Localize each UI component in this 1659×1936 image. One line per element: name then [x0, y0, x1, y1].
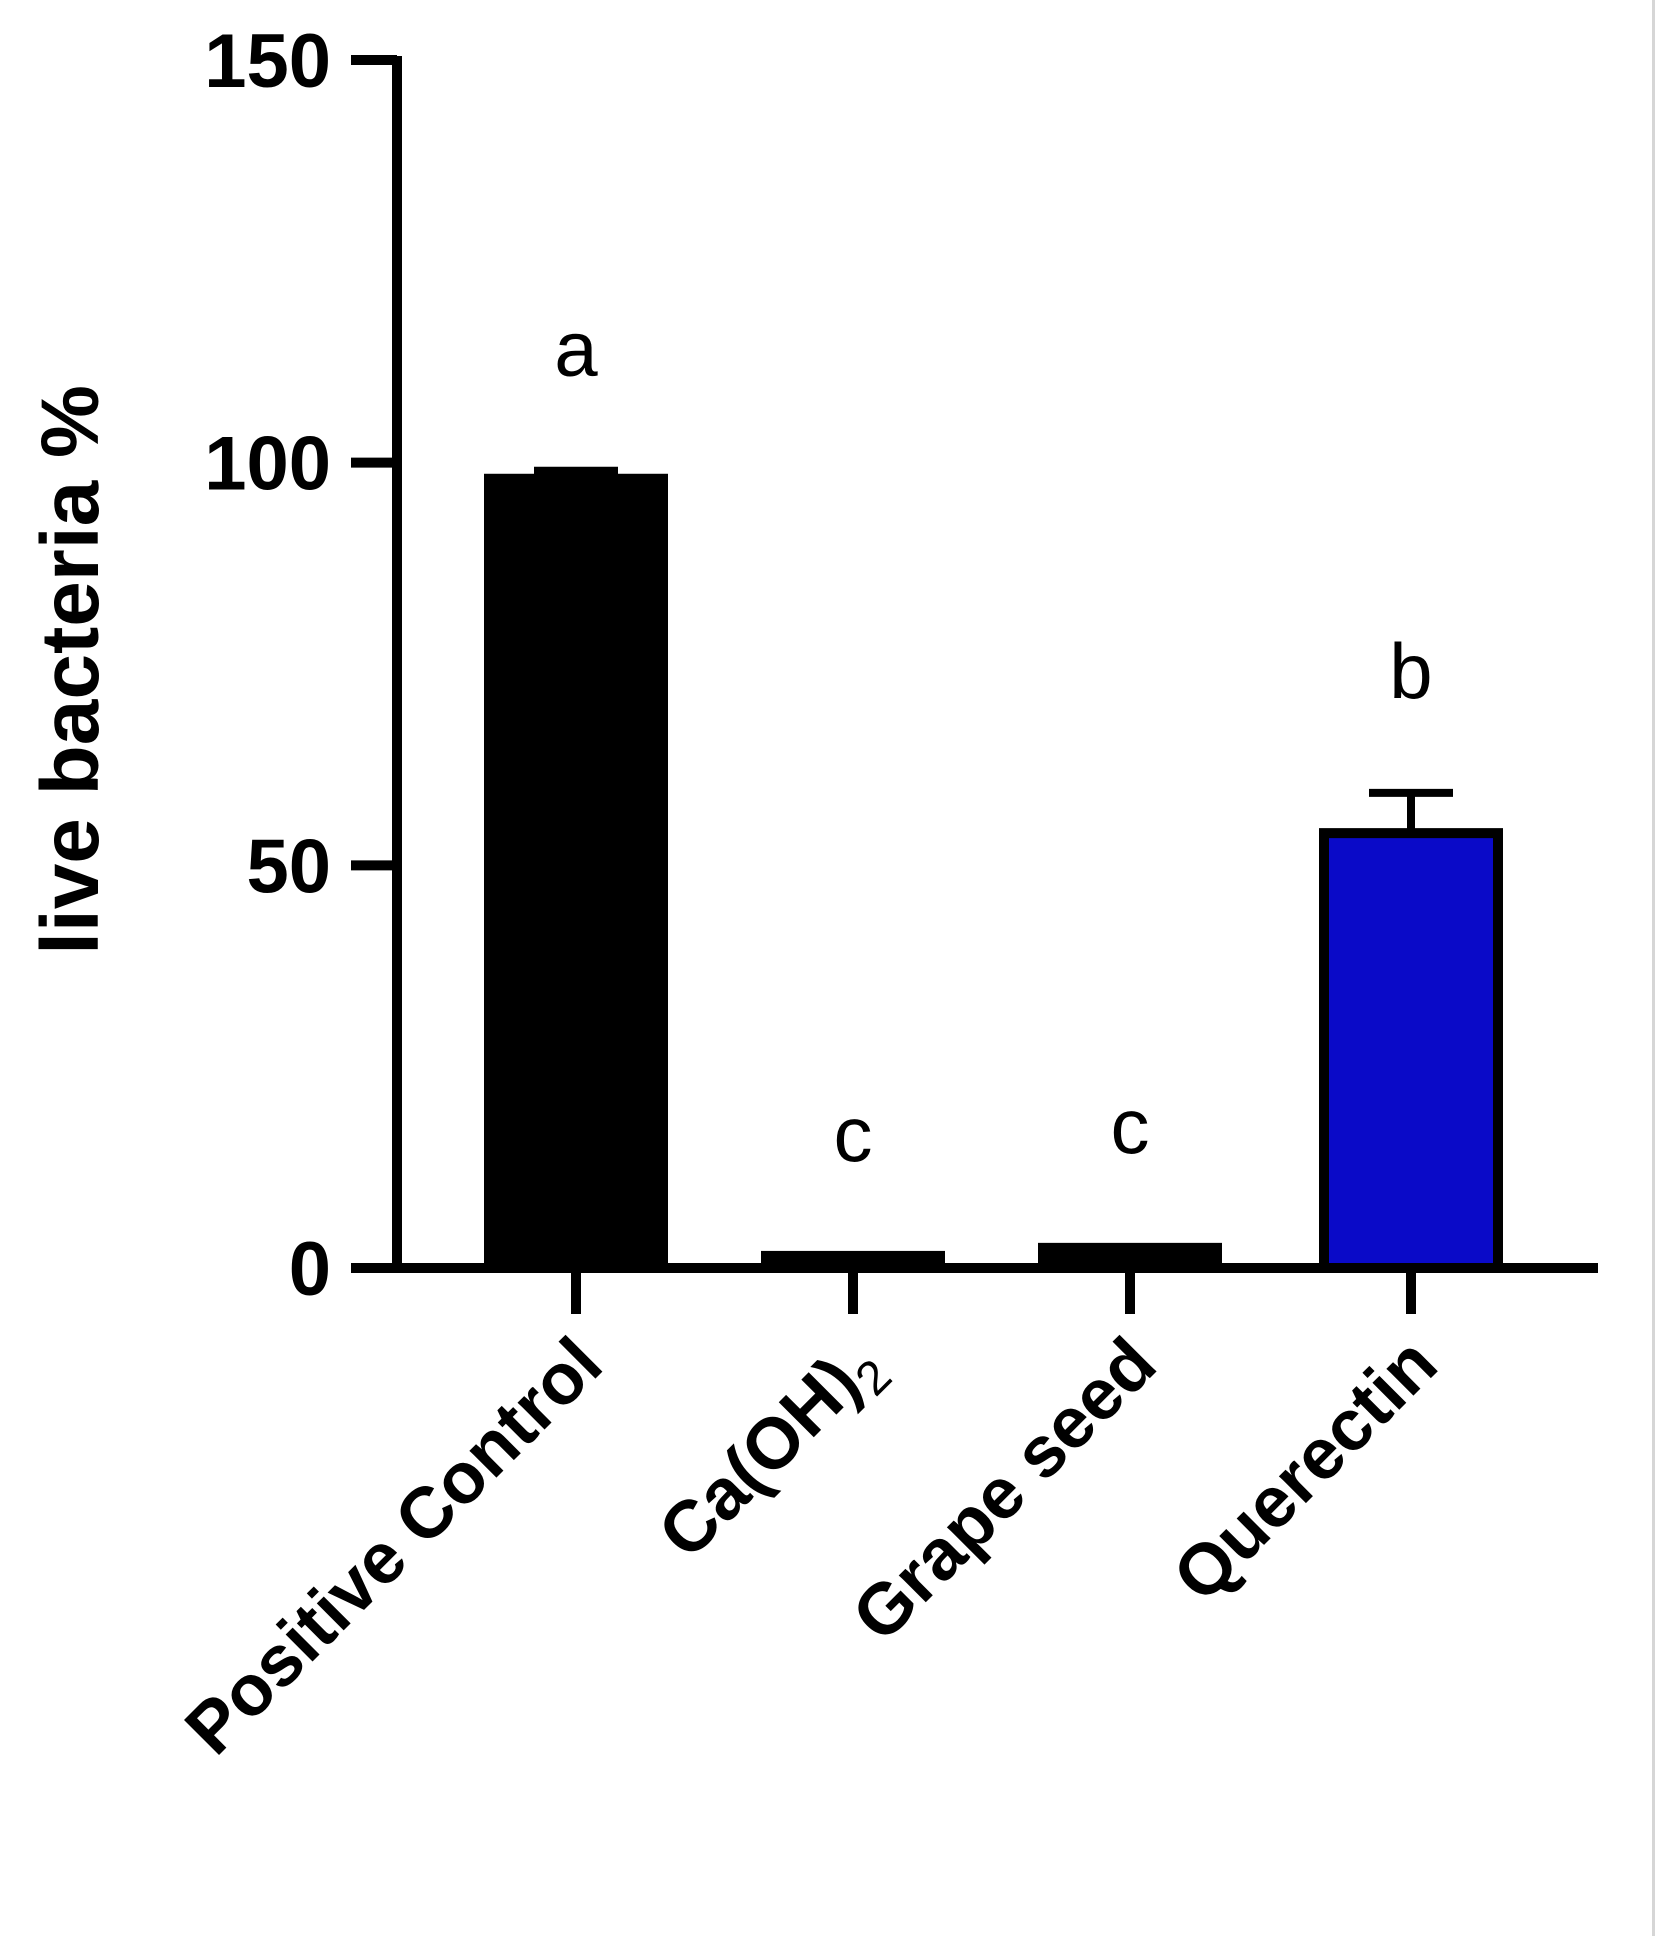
y-tick-label-50: 50	[246, 824, 331, 909]
bar-1	[484, 473, 668, 1274]
x-tick-label-1: Positive Control	[170, 1323, 617, 1770]
significance-label-3: c	[1111, 1082, 1150, 1170]
y-tick-label-150: 150	[204, 19, 331, 104]
x-tick-label-4: Querectin	[1158, 1323, 1452, 1617]
significance-label-1: a	[554, 305, 598, 393]
error-bar-1	[534, 466, 618, 479]
y-tick-label-0: 0	[289, 1227, 331, 1312]
x-tick-label-2: Ca(OH)2	[644, 1323, 903, 1582]
significance-label-4: b	[1389, 627, 1432, 715]
significance-labels-layer: a c c b	[554, 305, 1432, 1178]
axes-layer	[392, 56, 1598, 1273]
y-ticks-layer: 0 50 100 150	[204, 19, 397, 1312]
significance-label-2: c	[834, 1090, 873, 1178]
error-bars-layer	[534, 466, 1453, 834]
bar-4	[1319, 828, 1503, 1273]
image-border	[1652, 0, 1655, 1936]
y-tick-label-100: 100	[204, 422, 331, 507]
bars-layer	[484, 473, 1503, 1274]
error-bar-4	[1369, 788, 1453, 834]
y-axis-title: live bacteria %	[25, 385, 116, 955]
